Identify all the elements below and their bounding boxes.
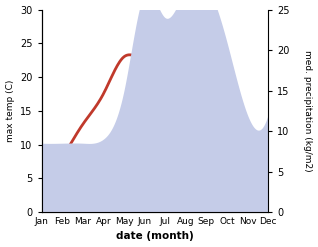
X-axis label: date (month): date (month): [116, 231, 194, 242]
Y-axis label: max temp (C): max temp (C): [5, 80, 15, 142]
Y-axis label: med. precipitation (kg/m2): med. precipitation (kg/m2): [303, 50, 313, 172]
